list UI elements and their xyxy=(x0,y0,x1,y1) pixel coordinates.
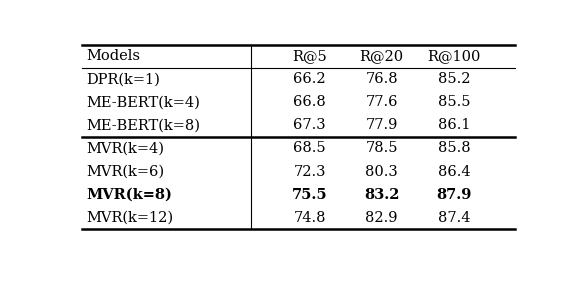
Text: 76.8: 76.8 xyxy=(365,72,398,86)
Text: 86.4: 86.4 xyxy=(438,164,470,179)
Text: 75.5: 75.5 xyxy=(292,188,327,202)
Text: MVR(k=12): MVR(k=12) xyxy=(86,211,173,224)
Text: MVR(k=8): MVR(k=8) xyxy=(86,188,172,202)
Text: 80.3: 80.3 xyxy=(365,164,398,179)
Text: ME-BERT(k=8): ME-BERT(k=8) xyxy=(86,118,200,133)
Text: 67.3: 67.3 xyxy=(293,118,326,133)
Text: 68.5: 68.5 xyxy=(293,142,326,155)
Text: Models: Models xyxy=(86,49,140,63)
Text: DPR(k=1): DPR(k=1) xyxy=(86,72,160,86)
Text: R@20: R@20 xyxy=(360,49,404,63)
Text: R@100: R@100 xyxy=(427,49,481,63)
Text: R@5: R@5 xyxy=(292,49,327,63)
Text: 77.9: 77.9 xyxy=(365,118,398,133)
Text: 77.6: 77.6 xyxy=(365,95,398,109)
Text: 85.5: 85.5 xyxy=(438,95,470,109)
Text: 74.8: 74.8 xyxy=(293,211,326,224)
Text: 87.4: 87.4 xyxy=(438,211,470,224)
Text: 78.5: 78.5 xyxy=(365,142,398,155)
Text: 83.2: 83.2 xyxy=(364,188,399,202)
Text: MVR(k=6): MVR(k=6) xyxy=(86,164,164,179)
Text: ME-BERT(k=4): ME-BERT(k=4) xyxy=(86,95,200,109)
Text: 85.2: 85.2 xyxy=(438,72,470,86)
Text: 86.1: 86.1 xyxy=(438,118,470,133)
Text: MVR(k=4): MVR(k=4) xyxy=(86,142,164,155)
Text: 72.3: 72.3 xyxy=(293,164,326,179)
Text: 87.9: 87.9 xyxy=(436,188,471,202)
Text: 66.8: 66.8 xyxy=(293,95,326,109)
Text: 82.9: 82.9 xyxy=(365,211,398,224)
Text: 85.8: 85.8 xyxy=(438,142,470,155)
Text: 66.2: 66.2 xyxy=(293,72,326,86)
